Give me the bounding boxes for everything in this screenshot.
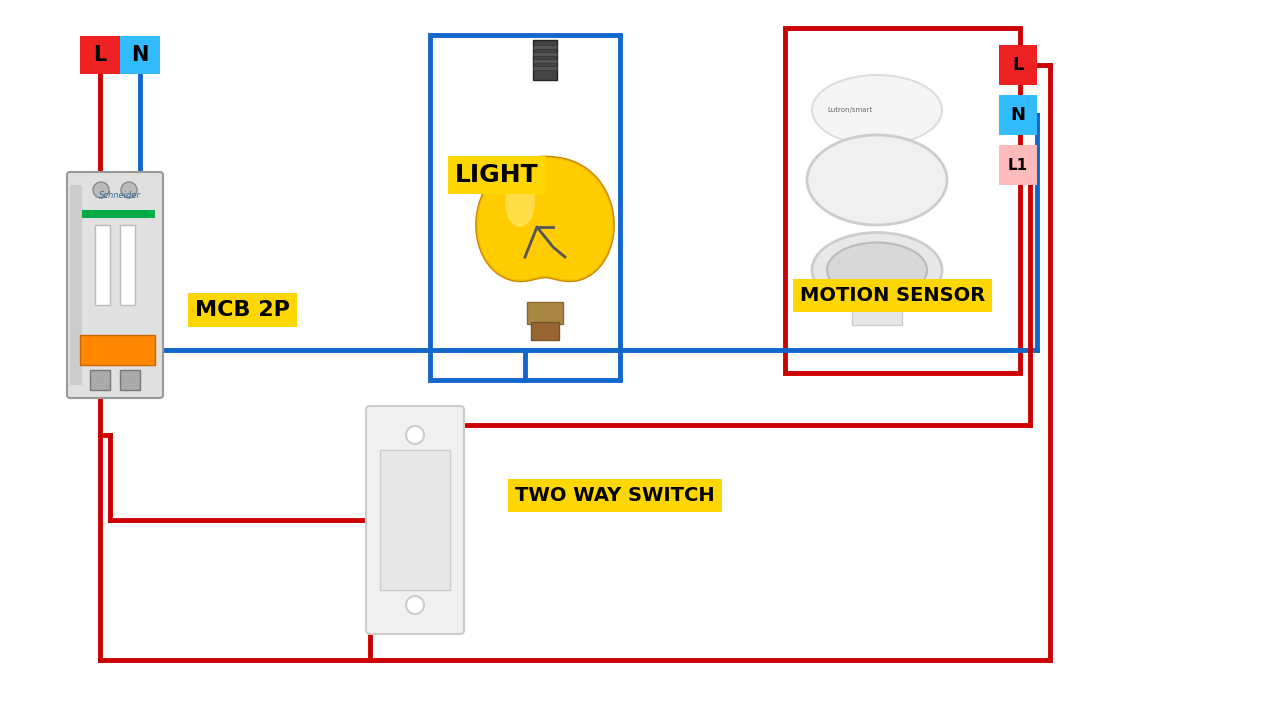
Bar [81,335,155,365]
Circle shape [406,426,424,444]
Bar [82,210,155,218]
Text: N: N [132,45,148,65]
Bar [532,40,557,80]
Text: L1: L1 [1007,158,1028,173]
FancyBboxPatch shape [998,45,1037,85]
Circle shape [122,182,137,198]
Bar [90,370,110,390]
Text: Lutron/smart: Lutron/smart [827,107,872,113]
Bar [532,52,557,56]
Polygon shape [476,157,613,281]
Bar [527,302,563,324]
Bar [852,300,902,325]
Ellipse shape [812,233,942,307]
Ellipse shape [812,75,942,145]
Text: TWO WAY SWITCH: TWO WAY SWITCH [515,485,714,505]
Bar [120,225,134,305]
Text: MOTION SENSOR: MOTION SENSOR [800,286,986,305]
FancyBboxPatch shape [81,36,120,74]
Bar [532,66,557,70]
Ellipse shape [806,135,947,225]
Bar [120,370,140,390]
Ellipse shape [827,243,927,297]
Bar [531,322,559,340]
Polygon shape [506,177,535,227]
Text: LIGHT: LIGHT [454,163,539,187]
Text: N: N [1010,106,1025,124]
FancyBboxPatch shape [120,36,160,74]
Text: L: L [93,45,106,65]
Text: MCB 2P: MCB 2P [195,300,289,320]
Bar [380,450,451,590]
Bar [95,225,110,305]
FancyBboxPatch shape [67,172,163,398]
Circle shape [93,182,109,198]
FancyBboxPatch shape [366,406,465,634]
Text: MCB 2P: MCB 2P [195,300,289,320]
FancyBboxPatch shape [998,95,1037,135]
FancyBboxPatch shape [998,145,1037,185]
Text: L: L [1012,56,1024,74]
FancyBboxPatch shape [430,35,620,380]
Polygon shape [476,157,613,281]
Bar [532,45,557,49]
Bar [532,59,557,63]
FancyBboxPatch shape [785,28,1020,373]
Circle shape [406,596,424,614]
Bar [70,185,82,385]
Text: Schneider: Schneider [99,191,141,199]
